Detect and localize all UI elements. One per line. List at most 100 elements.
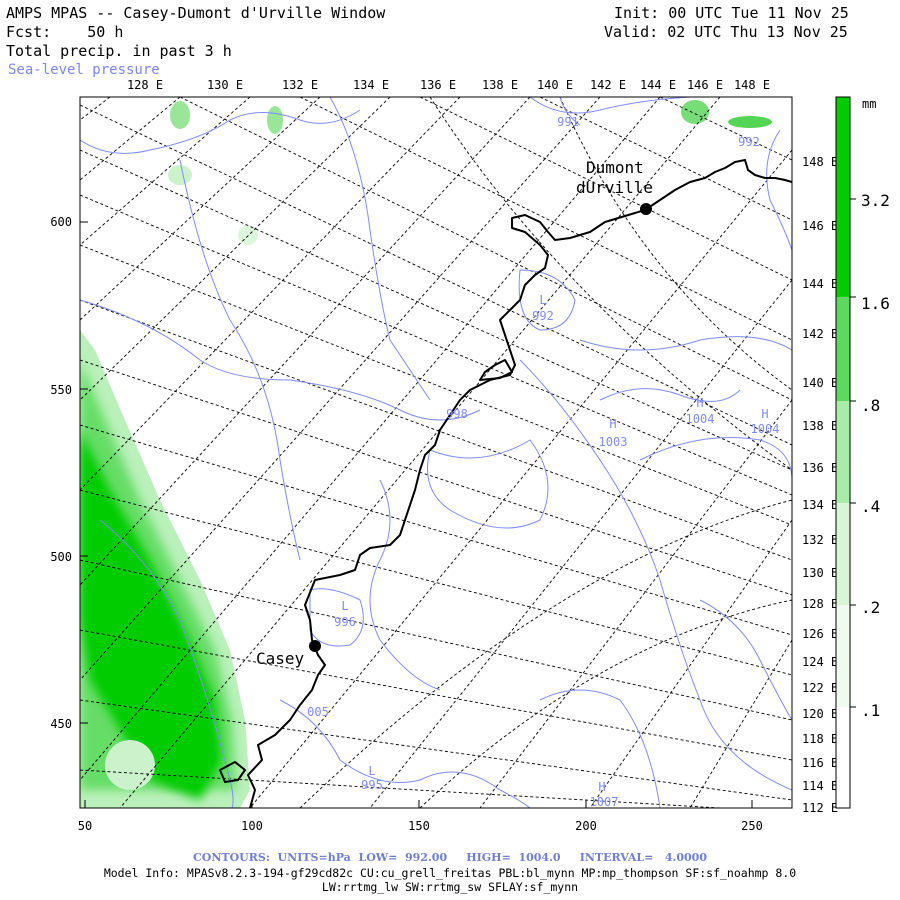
forecast-label: Fcst: xyxy=(6,23,52,41)
isobar xyxy=(329,97,431,401)
parallel-arc xyxy=(429,97,792,471)
right-lon-label: 138 E xyxy=(802,419,838,433)
legend-swatch-1-6 xyxy=(836,297,850,401)
precip-patch xyxy=(168,165,192,185)
isobars xyxy=(80,97,792,808)
parallel-line xyxy=(80,769,721,808)
meridian-line xyxy=(80,97,531,586)
legend-swatch-3-2 xyxy=(836,97,850,297)
forecast-hours: 50 h xyxy=(87,23,124,41)
parallel-line xyxy=(80,699,792,801)
parallel-line xyxy=(80,489,792,676)
meridian-line xyxy=(80,97,391,401)
right-lon-label: 148 E xyxy=(802,155,838,169)
coastline-island xyxy=(219,761,246,783)
legend-level: .8 xyxy=(861,396,880,415)
right-lon-label: 118 E xyxy=(802,732,838,746)
station-label-durville: dUrville xyxy=(576,178,653,197)
top-lon-label: 138 E xyxy=(482,78,518,92)
meridian-line xyxy=(119,97,721,808)
left-axis-labels: 600 550 500 450 xyxy=(50,215,72,731)
precip-patch xyxy=(238,225,258,245)
legend-ticks xyxy=(850,198,856,708)
pressure-label: H xyxy=(696,396,703,410)
isobar xyxy=(599,388,741,402)
top-lon-label: 142 E xyxy=(590,78,626,92)
pressure-label: L xyxy=(368,764,375,778)
legend-border xyxy=(835,96,851,809)
station-marker-dumont xyxy=(640,203,652,215)
legend-level: 3.2 xyxy=(861,191,890,210)
parallel-arc xyxy=(419,599,792,808)
top-axis-labels: 128 E 130 E 132 E 134 E 136 E 138 E 140 … xyxy=(127,78,770,92)
field-label: Total precip. in past 3 h xyxy=(6,42,232,60)
precip-field xyxy=(80,100,772,808)
isobar xyxy=(699,599,792,721)
parallel-line xyxy=(80,359,792,596)
top-lon-label: 146 E xyxy=(687,78,723,92)
map-title: AMPS MPAS -- Casey-Dumont d'Urville Wind… xyxy=(6,4,386,22)
pressure-label: 1003 xyxy=(599,435,628,449)
precip-patch xyxy=(105,740,155,790)
meridian-line xyxy=(369,279,792,808)
top-lon-label: 134 E xyxy=(353,78,389,92)
pressure-label: 1007 xyxy=(590,795,619,809)
pressure-label: 1004 xyxy=(751,422,780,436)
legend-level: .4 xyxy=(861,497,880,516)
precip-patch xyxy=(170,101,190,129)
forecast-line: Fcst: 50 h xyxy=(6,23,123,42)
isobar xyxy=(427,439,549,529)
station-marker-casey xyxy=(309,640,321,652)
map-border xyxy=(79,96,793,809)
valid-time: 02 UTC Thu 13 Nov 25 xyxy=(667,23,848,41)
meridian-line xyxy=(80,97,111,121)
y-tick-label: 600 xyxy=(50,215,72,229)
legend-unit: mm xyxy=(862,97,876,111)
isobar xyxy=(80,299,481,421)
pressure-label: H xyxy=(761,407,768,421)
right-lon-label: 112 E xyxy=(802,801,838,815)
pressure-label: 992 xyxy=(532,309,554,323)
legend-swatch-0-1 xyxy=(836,707,850,808)
top-lon-label: 130 E xyxy=(207,78,243,92)
right-lon-label: 120 E xyxy=(802,707,838,721)
isobar xyxy=(766,129,792,251)
isobar xyxy=(579,336,792,351)
parallel-line xyxy=(80,559,792,721)
legend-level: .1 xyxy=(861,701,880,720)
isobar xyxy=(518,269,576,331)
pressure-label: 992 xyxy=(738,135,760,149)
precip-patch xyxy=(681,100,709,124)
isobar xyxy=(559,97,581,126)
legend-swatch-0-8 xyxy=(836,401,850,503)
parallel-line xyxy=(80,244,792,526)
isobar xyxy=(80,109,361,154)
pressure-label: L xyxy=(341,599,348,613)
top-lon-label: 136 E xyxy=(420,78,456,92)
pressure-label: 995 xyxy=(361,778,383,792)
station-label-dumont: Dumont xyxy=(586,158,644,177)
parallel-line xyxy=(299,97,792,341)
isobar xyxy=(179,159,301,561)
right-lon-label: 126 E xyxy=(802,627,838,641)
init-time: 00 UTC Tue 11 Nov 25 xyxy=(668,4,849,22)
pressure-label: L xyxy=(539,293,546,307)
isobar xyxy=(539,689,661,808)
meridian-line xyxy=(80,97,601,681)
pressure-label: 005 xyxy=(307,705,329,719)
isobar xyxy=(519,359,792,791)
right-axis-labels: 148 E 146 E 144 E 142 E 140 E 138 E 136 … xyxy=(802,155,838,815)
pressure-label: 998 xyxy=(446,407,468,421)
right-lon-label: 114 E xyxy=(802,779,838,793)
isobar xyxy=(529,97,691,114)
legend-level: .2 xyxy=(861,598,880,617)
right-lon-label: 122 E xyxy=(802,681,838,695)
init-label: Init: xyxy=(614,4,660,22)
top-lon-label: 148 E xyxy=(734,78,770,92)
meridian-line xyxy=(80,97,251,246)
x-tick-label: 200 xyxy=(575,819,597,833)
isobar xyxy=(279,699,531,808)
right-lon-label: 132 E xyxy=(802,533,838,547)
legend-labels: 3.2 1.6 .8 .4 .2 .1 xyxy=(861,191,890,720)
